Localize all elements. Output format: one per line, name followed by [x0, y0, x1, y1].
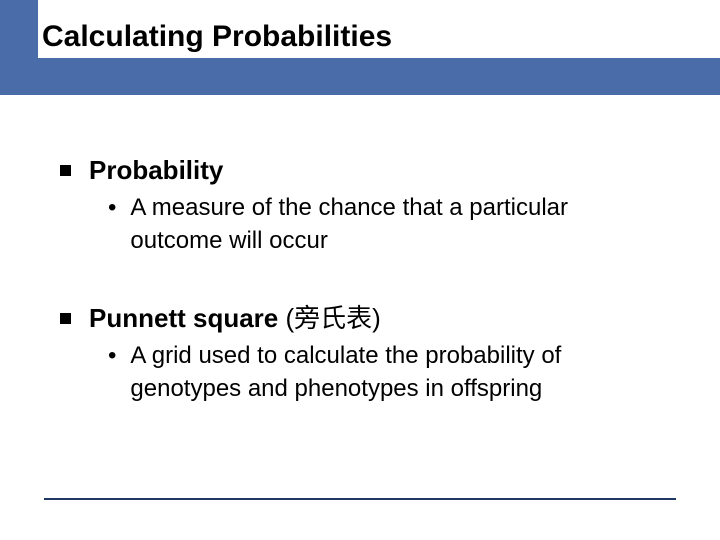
- definition-row: • A measure of the chance that a particu…: [60, 192, 660, 257]
- dot-bullet-icon: •: [108, 340, 116, 371]
- term-row: Punnett square (旁氏表): [60, 303, 660, 334]
- term-text: Punnett square (旁氏表): [89, 303, 381, 334]
- square-bullet-icon: [60, 313, 71, 324]
- slide-title: Calculating Probabilities: [42, 20, 392, 54]
- term-text: Probability: [89, 155, 223, 186]
- header-inner: Calculating Probabilities: [38, 0, 720, 58]
- definition-text: A measure of the chance that a particula…: [130, 192, 650, 257]
- definition-row: • A grid used to calculate the probabili…: [60, 340, 660, 405]
- dot-bullet-icon: •: [108, 192, 116, 223]
- square-bullet-icon: [60, 165, 71, 176]
- content-area: Probability • A measure of the chance th…: [0, 95, 720, 405]
- term-bold: Probability: [89, 155, 223, 185]
- term-row: Probability: [60, 155, 660, 186]
- term-bold: Punnett square: [89, 303, 278, 333]
- term-rest: (旁氏表): [278, 303, 381, 333]
- header-band: Calculating Probabilities: [0, 0, 720, 95]
- footer-rule: [44, 498, 676, 500]
- definition-text: A grid used to calculate the probability…: [130, 340, 650, 405]
